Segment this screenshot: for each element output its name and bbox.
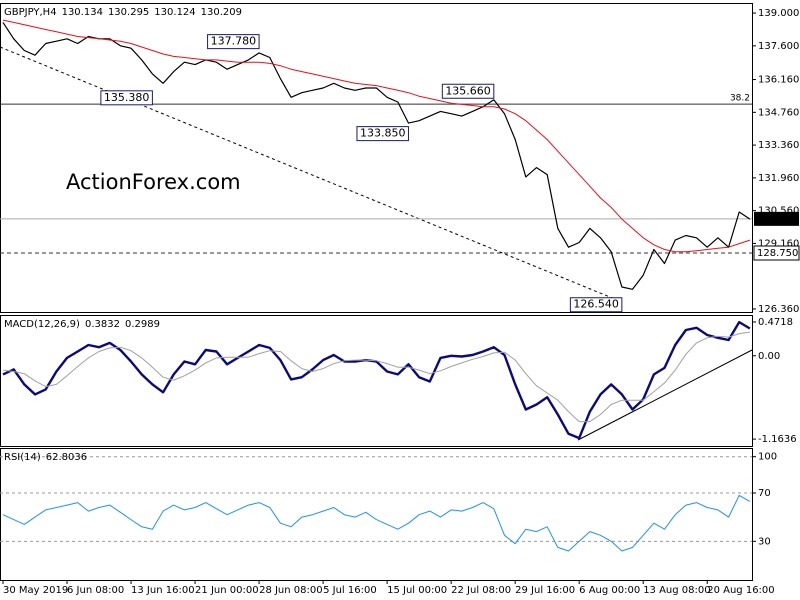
price-annotation-box — [441, 83, 495, 99]
price-annotation-box — [207, 34, 260, 50]
y-tick-label: 0.4718 — [758, 317, 793, 328]
y-tick-label: 139.000 — [758, 8, 799, 19]
x-tick-label: 29 Jul 16:00 — [515, 585, 575, 596]
ohlc-value: 130.134 — [62, 7, 103, 18]
price-annotation: 137.780 — [211, 35, 257, 48]
price-annotation-box — [356, 126, 409, 142]
price-annotation-box — [569, 297, 623, 313]
y-tick-label: 136.160 — [758, 75, 799, 86]
price-annotation: 126.540 — [573, 298, 619, 311]
x-tick-label: 21 Jun 00:00 — [195, 585, 259, 596]
price-annotation: 133.850 — [360, 127, 406, 140]
last-price-label: 130.209 — [757, 214, 798, 225]
y-tick-label: 126.360 — [758, 304, 799, 315]
x-tick-label: 28 Jun 08:00 — [259, 585, 323, 596]
price-annotation-box — [100, 90, 153, 106]
x-tick-label: 6 Aug 00:00 — [579, 585, 640, 596]
series-line — [2, 494, 751, 552]
y-tick-label: 133.360 — [758, 140, 799, 151]
panel-border — [0, 315, 753, 447]
y-tick-label: 100 — [758, 452, 777, 463]
x-tick-label: 30 May 2019 — [3, 585, 68, 596]
series-line — [2, 320, 751, 440]
support-label: 128.750 — [757, 248, 798, 259]
support-box — [753, 245, 800, 261]
panel-border — [0, 448, 753, 581]
last-price-box — [754, 211, 799, 226]
watermark: ActionForex.com — [66, 170, 241, 194]
series-line — [2, 19, 751, 253]
y-tick-label: 130.560 — [758, 206, 799, 217]
x-tick-label: 20 Aug 16:00 — [707, 585, 774, 596]
x-tick-label: 6 Jun 08:00 — [67, 585, 124, 596]
y-tick-label: 129.160 — [758, 238, 799, 249]
x-tick-label: 22 Jul 08:00 — [451, 585, 511, 596]
y-tick-label: 131.960 — [758, 173, 799, 184]
y-tick-label: -1.1636 — [758, 434, 797, 445]
indicator-reading: 0.2989 — [125, 319, 160, 330]
ohlc-value: 130.124 — [154, 7, 195, 18]
x-tick-label: 13 Aug 08:00 — [643, 585, 710, 596]
y-tick-label: 134.760 — [758, 107, 799, 118]
indicator-reading: 0.3832 — [85, 319, 120, 330]
price-annotation: 135.380 — [104, 91, 150, 104]
price-annotation: 135.660 — [445, 84, 491, 97]
indicator-title: RSI(14) — [4, 452, 41, 463]
symbol: GBPJPY,H4 — [4, 7, 57, 18]
x-tick-label: 13 Jun 16:00 — [131, 585, 195, 596]
indicator-reading: 62.8036 — [46, 452, 87, 463]
fib-label: 38.2 — [730, 94, 750, 104]
y-tick-label: 70 — [758, 488, 771, 499]
ohlc-value: 130.295 — [108, 7, 149, 18]
panel-border — [0, 3, 753, 313]
y-tick-label: 0.00 — [758, 351, 780, 362]
x-tick-label: 15 Jul 00:00 — [387, 585, 447, 596]
series-line — [2, 331, 750, 423]
trendline — [0, 46, 623, 303]
y-tick-label: 30 — [758, 536, 771, 547]
y-tick-label: 137.600 — [758, 41, 799, 52]
x-tick-label: 5 Jul 16:00 — [323, 585, 377, 596]
indicator-title: MACD(12,26,9) — [4, 319, 80, 330]
series-line — [2, 22, 751, 290]
macd-trendline — [577, 349, 753, 441]
ohlc-value: 130.209 — [201, 7, 242, 18]
